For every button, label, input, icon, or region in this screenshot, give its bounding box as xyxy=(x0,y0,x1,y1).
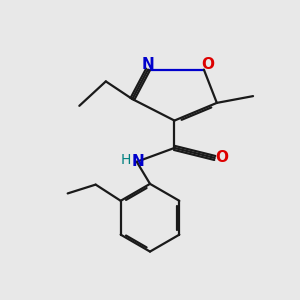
Text: O: O xyxy=(216,150,229,165)
Text: N: N xyxy=(132,154,145,169)
Text: H: H xyxy=(120,153,131,167)
Text: O: O xyxy=(201,57,214,72)
Text: N: N xyxy=(142,57,154,72)
